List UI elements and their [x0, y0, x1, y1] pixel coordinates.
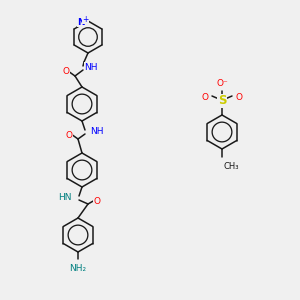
Text: O: O: [94, 196, 100, 206]
Text: N: N: [77, 18, 85, 27]
Text: O: O: [62, 68, 70, 76]
Text: O: O: [202, 94, 209, 103]
Text: NH: NH: [90, 127, 104, 136]
Text: +: +: [82, 15, 88, 24]
Text: NH₂: NH₂: [69, 264, 87, 273]
Text: HN: HN: [58, 193, 72, 202]
Text: O: O: [65, 130, 73, 140]
Text: O: O: [235, 94, 242, 103]
Text: NH: NH: [84, 62, 98, 71]
Text: O⁻: O⁻: [216, 79, 228, 88]
Text: S: S: [218, 94, 226, 107]
Text: CH₃: CH₃: [223, 162, 239, 171]
